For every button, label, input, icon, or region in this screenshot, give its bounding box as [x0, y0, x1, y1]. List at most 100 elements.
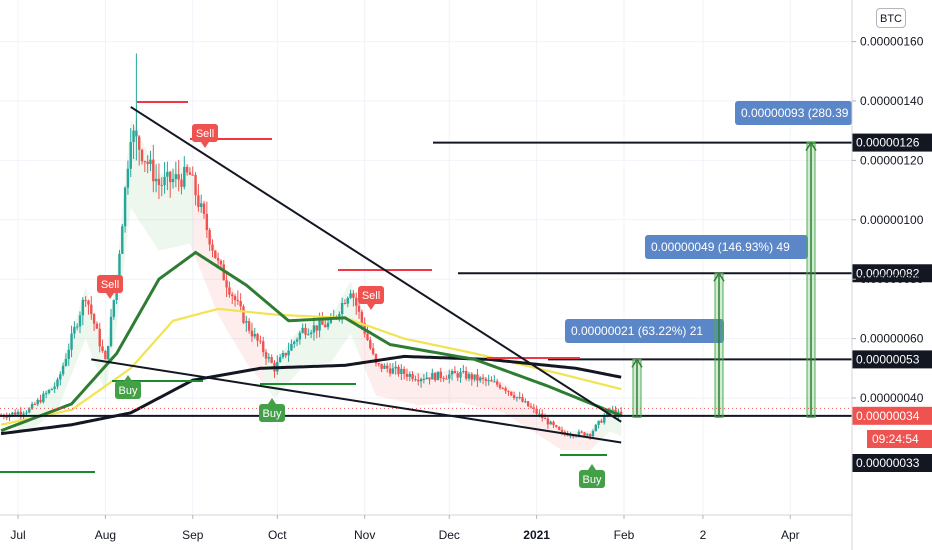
y-tick-label: 0.00000060 [860, 332, 924, 346]
candle-body [402, 368, 406, 374]
buy-signal-label: Buy [263, 408, 282, 420]
currency-badge[interactable]: BTC [876, 8, 906, 28]
candle-body [560, 429, 564, 432]
candle-body [535, 408, 538, 414]
candle-body [583, 432, 586, 436]
candle-body [493, 381, 496, 383]
buy-signal-flag [579, 470, 605, 488]
candle-body [510, 391, 513, 396]
candle-body [42, 393, 45, 403]
candle-body [19, 411, 23, 415]
candle-body [160, 184, 163, 186]
candle-body [73, 326, 76, 334]
candle-body [95, 323, 99, 329]
candle-body [33, 404, 37, 406]
candle-body [270, 357, 273, 363]
signal-flag-pointer [588, 464, 596, 470]
candle-body [293, 341, 296, 344]
candle-body [194, 174, 197, 196]
candle-body [490, 380, 493, 382]
trendline [130, 106, 622, 423]
candle-body [301, 327, 304, 333]
candle-body [442, 377, 445, 379]
candle-body [549, 421, 552, 425]
candle-body [183, 166, 186, 187]
candle-body [419, 379, 423, 382]
y-tick-label: 0.00000040 [860, 391, 924, 405]
candle-body [287, 350, 290, 356]
candle-body [318, 320, 321, 331]
candle-body [369, 340, 372, 349]
candle-body [219, 260, 223, 265]
signal-flag-pointer [201, 142, 209, 148]
candle-body [56, 379, 59, 387]
candle-body [123, 187, 127, 227]
candle-body [577, 431, 581, 436]
candle-body [154, 178, 158, 182]
candle-body [597, 420, 600, 425]
candle-body [414, 379, 417, 381]
y-tick-label: 0.00000140 [860, 94, 924, 108]
candle-body [298, 332, 302, 340]
candle-body [357, 305, 361, 312]
price-level-tag [852, 454, 932, 472]
candle-body [374, 354, 378, 364]
candle-body [84, 299, 87, 301]
signal-flag-pointer [367, 304, 375, 310]
candle-body [16, 411, 20, 415]
candle-body [425, 377, 428, 379]
candle-body [346, 297, 349, 304]
candle-body [13, 412, 17, 415]
x-tick-label: 2021 [523, 528, 550, 542]
candle-body [5, 416, 8, 418]
candle-body [290, 343, 293, 351]
measurement-label-box [645, 235, 808, 259]
sell-signal-flag [358, 286, 384, 304]
candle-body [166, 171, 169, 177]
candle-body [47, 390, 51, 394]
candle-body [245, 321, 248, 323]
candle-body [360, 311, 364, 323]
candle-body [146, 161, 149, 165]
buy-signal-label: Buy [583, 474, 602, 486]
x-tick-label: Feb [614, 528, 635, 542]
candle-body [456, 373, 459, 378]
candlestick-series [0, 53, 623, 440]
candle-body [61, 365, 65, 375]
candle-body [44, 393, 48, 395]
candle-body [366, 333, 369, 341]
price-range-measurements: 0.00000021 (63.22%) 21 0.00000049 (146.93… [565, 101, 852, 418]
candle-body [436, 371, 440, 381]
signal-flag-pointer [106, 293, 114, 299]
candle-body [431, 373, 434, 380]
sell-signal-label: Sell [101, 279, 119, 291]
candle-body [580, 431, 583, 433]
sell-signal-flag [192, 124, 218, 142]
candle-body [233, 296, 237, 301]
candle-body [177, 174, 180, 180]
candle-body [529, 406, 533, 408]
candle-body [171, 179, 175, 183]
signal-band-fill [359, 307, 599, 451]
candle-body [422, 378, 426, 380]
candle-body [532, 407, 536, 409]
candle-body [543, 418, 547, 420]
horizontal-level-lines: 0.00000126 0.00000082 0.00000053 0.00000034… [0, 101, 932, 473]
candle-body [259, 340, 262, 342]
candle-body [340, 302, 344, 315]
candle-body [25, 412, 28, 414]
measurement-label-box [735, 101, 852, 125]
candle-body [538, 413, 541, 415]
candle-body [304, 327, 307, 335]
candle-body [121, 226, 124, 254]
candle-body [603, 416, 606, 423]
y-tick-label: 0.00000100 [860, 213, 924, 227]
candle-body [586, 434, 589, 436]
y-tick-label: 0.00000160 [860, 35, 924, 49]
candle-body [104, 351, 107, 360]
candle-body [253, 333, 256, 337]
candle-body [152, 159, 155, 182]
candle-body [126, 168, 130, 188]
candle-body [600, 420, 603, 423]
